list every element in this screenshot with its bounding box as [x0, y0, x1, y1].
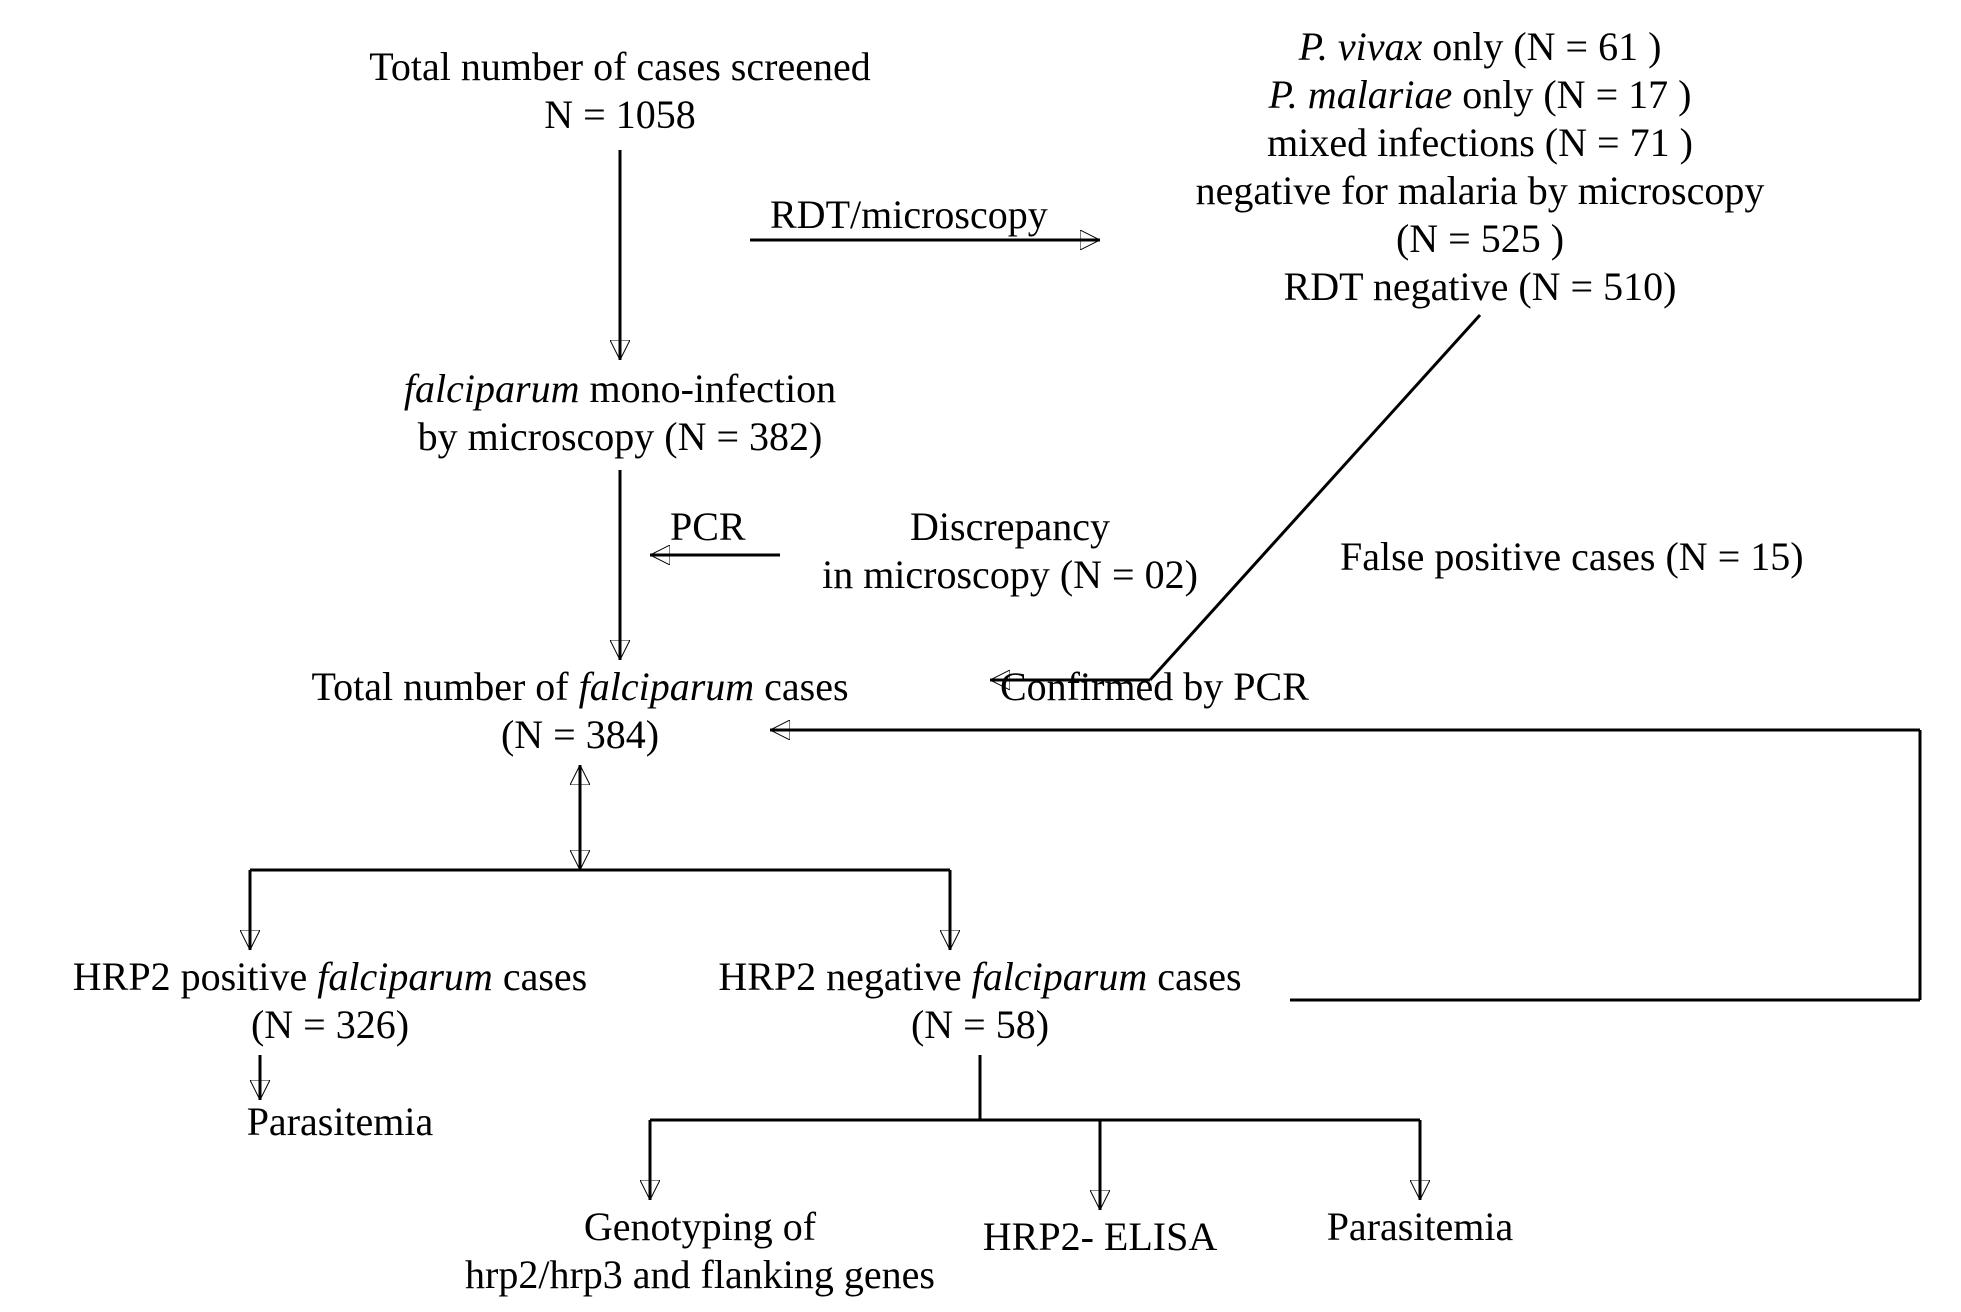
node-pcr_label: PCR: [670, 504, 746, 549]
node-right_pvivax: P. vivax only (N = 61 ): [1298, 24, 1662, 69]
node-elisa: HRP2- ELISA: [983, 1214, 1218, 1259]
node-screened_l2: N = 1058: [544, 92, 695, 137]
node-parasitemia_left: Parasitemia: [247, 1099, 434, 1144]
node-right_rdt_neg: RDT negative (N = 510): [1284, 264, 1677, 309]
node-confirmed_pcr: Confirmed by PCR: [1000, 664, 1309, 709]
node-false_pos: False positive cases (N = 15): [1340, 534, 1804, 579]
node-falc_mono_l1: falciparum mono-infection: [404, 366, 836, 411]
node-geno_l1: Genotyping of: [584, 1204, 817, 1249]
node-total_falc_l2: (N = 384): [501, 712, 659, 757]
node-hrp2_neg_l1: HRP2 negative falciparum cases: [718, 954, 1241, 999]
node-geno_l2: hrp2/hrp3 and flanking genes: [465, 1252, 935, 1297]
node-total_falc_l1: Total number of falciparum cases: [311, 664, 848, 709]
node-falc_mono_l2: by microscopy (N = 382): [418, 414, 823, 459]
node-hrp2_pos_l2: (N = 326): [251, 1002, 409, 1047]
node-rdt_microscopy: RDT/microscopy: [770, 192, 1048, 237]
node-right_neg_micro_l1: negative for malaria by microscopy: [1196, 168, 1765, 213]
node-right_pmalariae: P. malariae only (N = 17 ): [1268, 72, 1692, 117]
node-hrp2_neg_l2: (N = 58): [911, 1002, 1049, 1047]
node-right_mixed: mixed infections (N = 71 ): [1267, 120, 1693, 165]
node-right_neg_micro_l2: (N = 525 ): [1396, 216, 1564, 261]
node-discrep_l1: Discrepancy: [910, 504, 1110, 549]
node-discrep_l2: in microscopy (N = 02): [822, 552, 1198, 597]
node-parasitemia_right: Parasitemia: [1327, 1204, 1514, 1249]
flow-edge: [1150, 315, 1480, 680]
node-hrp2_pos_l1: HRP2 positive falciparum cases: [73, 954, 587, 999]
node-screened_l1: Total number of cases screened: [369, 44, 870, 89]
